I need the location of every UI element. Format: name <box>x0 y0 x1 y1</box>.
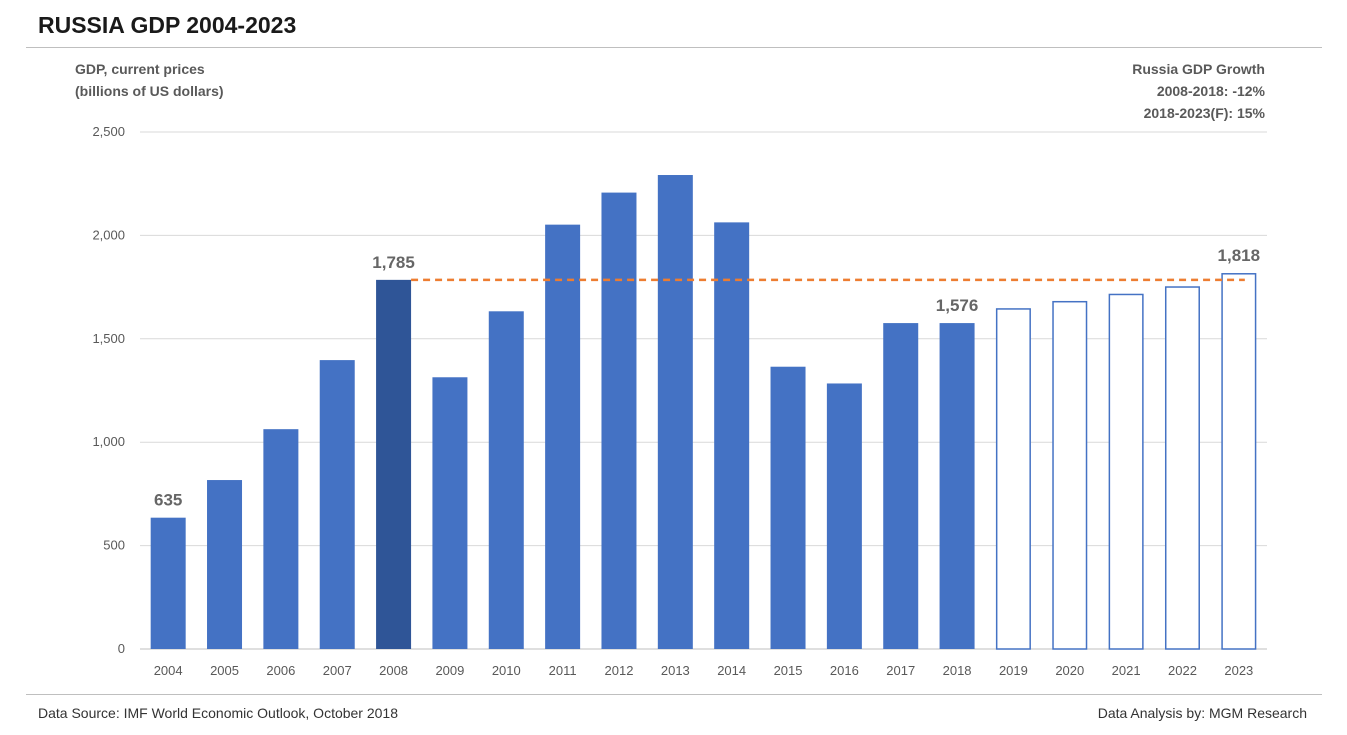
growth-2008-2018: 2008-2018: -12% <box>1156 83 1265 99</box>
title-divider <box>26 47 1322 48</box>
y-tick-label: 1,500 <box>92 331 125 346</box>
bar <box>714 222 750 650</box>
x-tick-label: 2014 <box>717 663 746 678</box>
bar <box>601 192 637 649</box>
data-label: 635 <box>154 491 182 510</box>
x-tick-label: 2011 <box>549 663 577 678</box>
y-tick-label: 0 <box>118 641 125 656</box>
data-label: 1,576 <box>936 296 979 315</box>
growth-heading: Russia GDP Growth <box>1132 61 1265 77</box>
growth-annotation: Russia GDP Growth 2008-2018: -12% 2018-2… <box>1132 58 1265 124</box>
x-tick-label: 2016 <box>830 663 859 678</box>
x-tick-label: 2022 <box>1168 663 1197 678</box>
y-axis-title-line2: (billions of US dollars) <box>75 83 224 99</box>
bar <box>657 175 693 649</box>
x-tick-label: 2023 <box>1224 663 1253 678</box>
bar <box>263 429 299 649</box>
x-tick-label: 2008 <box>379 663 408 678</box>
growth-2018-2023: 2018-2023(F): 15% <box>1143 105 1265 121</box>
data-label: 1,785 <box>372 253 415 272</box>
bar <box>770 366 806 649</box>
bar-forecast <box>995 308 1031 650</box>
x-tick-label: 2015 <box>774 663 803 678</box>
data-label: 1,818 <box>1218 246 1261 265</box>
y-tick-label: 2,000 <box>92 227 125 242</box>
bar <box>207 480 243 649</box>
x-tick-label: 2004 <box>154 663 183 678</box>
bar-forecast <box>1164 286 1200 650</box>
y-axis-title: GDP, current prices (billions of US doll… <box>75 58 224 102</box>
bar <box>826 383 862 649</box>
y-tick-label: 1,000 <box>92 434 125 449</box>
bar <box>319 360 355 649</box>
x-tick-label: 2013 <box>661 663 690 678</box>
x-tick-label: 2012 <box>605 663 634 678</box>
data-source: Data Source: IMF World Economic Outlook,… <box>38 705 399 721</box>
x-tick-label: 2018 <box>943 663 972 678</box>
bar-forecast <box>1108 293 1144 650</box>
bar-highlight <box>376 279 412 649</box>
bar-forecast <box>1052 300 1088 650</box>
x-tick-label: 2019 <box>999 663 1028 678</box>
chart-title: RUSSIA GDP 2004-2023 <box>38 12 297 38</box>
x-tick-label: 2010 <box>492 663 521 678</box>
x-tick-label: 2005 <box>210 663 239 678</box>
bar <box>545 224 581 649</box>
x-tick-label: 2021 <box>1112 663 1141 678</box>
x-tick-label: 2020 <box>1055 663 1084 678</box>
y-tick-label: 2,500 <box>92 124 125 139</box>
x-tick-label: 2007 <box>323 663 352 678</box>
x-tick-label: 2009 <box>435 663 464 678</box>
bar-forecast <box>1221 273 1257 650</box>
bar <box>432 377 468 649</box>
footer-divider <box>26 694 1322 695</box>
x-tick-label: 2006 <box>266 663 295 678</box>
y-tick-label: 500 <box>103 538 125 553</box>
data-analysis-credit: Data Analysis by: MGM Research <box>1097 705 1307 721</box>
bar <box>883 323 919 649</box>
bar <box>939 323 975 649</box>
bar <box>150 517 186 649</box>
bar <box>488 311 524 649</box>
x-tick-label: 2017 <box>886 663 915 678</box>
y-axis-title-line1: GDP, current prices <box>75 61 205 77</box>
